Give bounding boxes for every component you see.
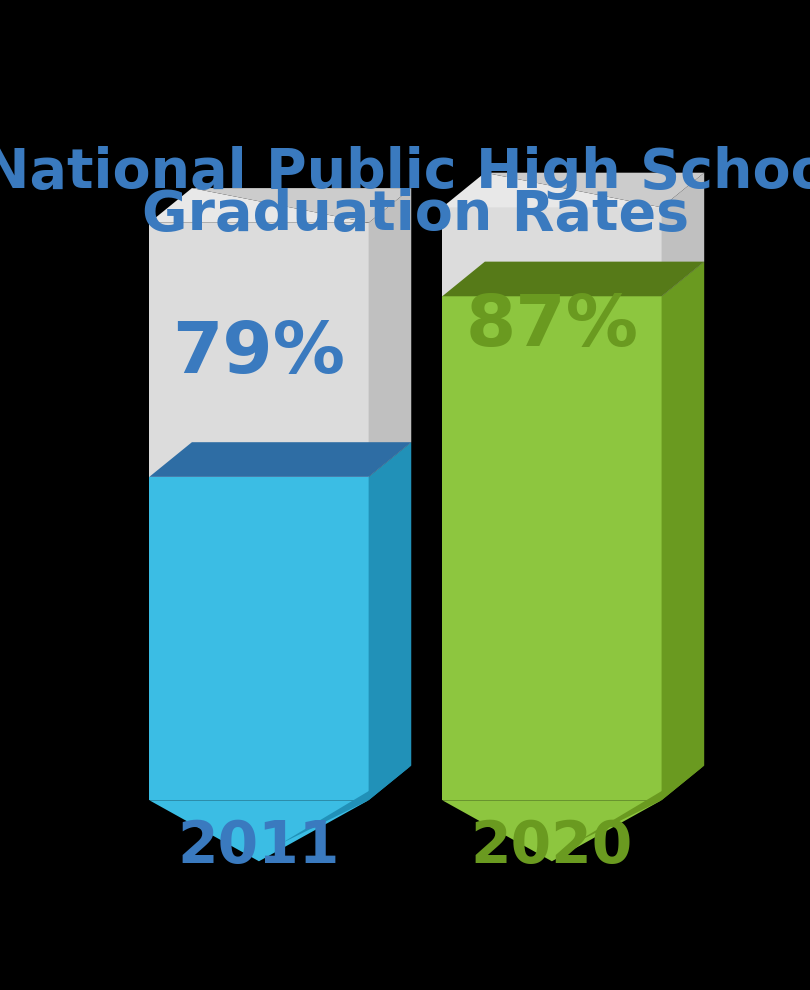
Polygon shape	[192, 188, 411, 223]
Polygon shape	[442, 207, 662, 296]
Polygon shape	[442, 296, 662, 800]
Polygon shape	[149, 443, 411, 477]
Polygon shape	[369, 443, 411, 800]
Text: 2011: 2011	[177, 818, 340, 875]
Polygon shape	[149, 188, 369, 223]
Text: 79%: 79%	[173, 319, 345, 388]
Polygon shape	[280, 765, 411, 843]
Text: National Public High School: National Public High School	[0, 146, 810, 200]
Polygon shape	[662, 172, 704, 296]
Polygon shape	[442, 172, 662, 207]
Polygon shape	[369, 188, 411, 477]
Polygon shape	[573, 765, 704, 843]
Polygon shape	[149, 800, 369, 861]
Polygon shape	[485, 172, 704, 207]
Polygon shape	[442, 800, 662, 861]
Text: 2020: 2020	[471, 818, 633, 875]
Polygon shape	[662, 261, 704, 800]
Text: Graduation Rates: Graduation Rates	[142, 188, 688, 243]
Polygon shape	[442, 261, 704, 296]
Polygon shape	[149, 477, 369, 800]
Text: 87%: 87%	[466, 292, 638, 361]
Polygon shape	[149, 223, 369, 477]
